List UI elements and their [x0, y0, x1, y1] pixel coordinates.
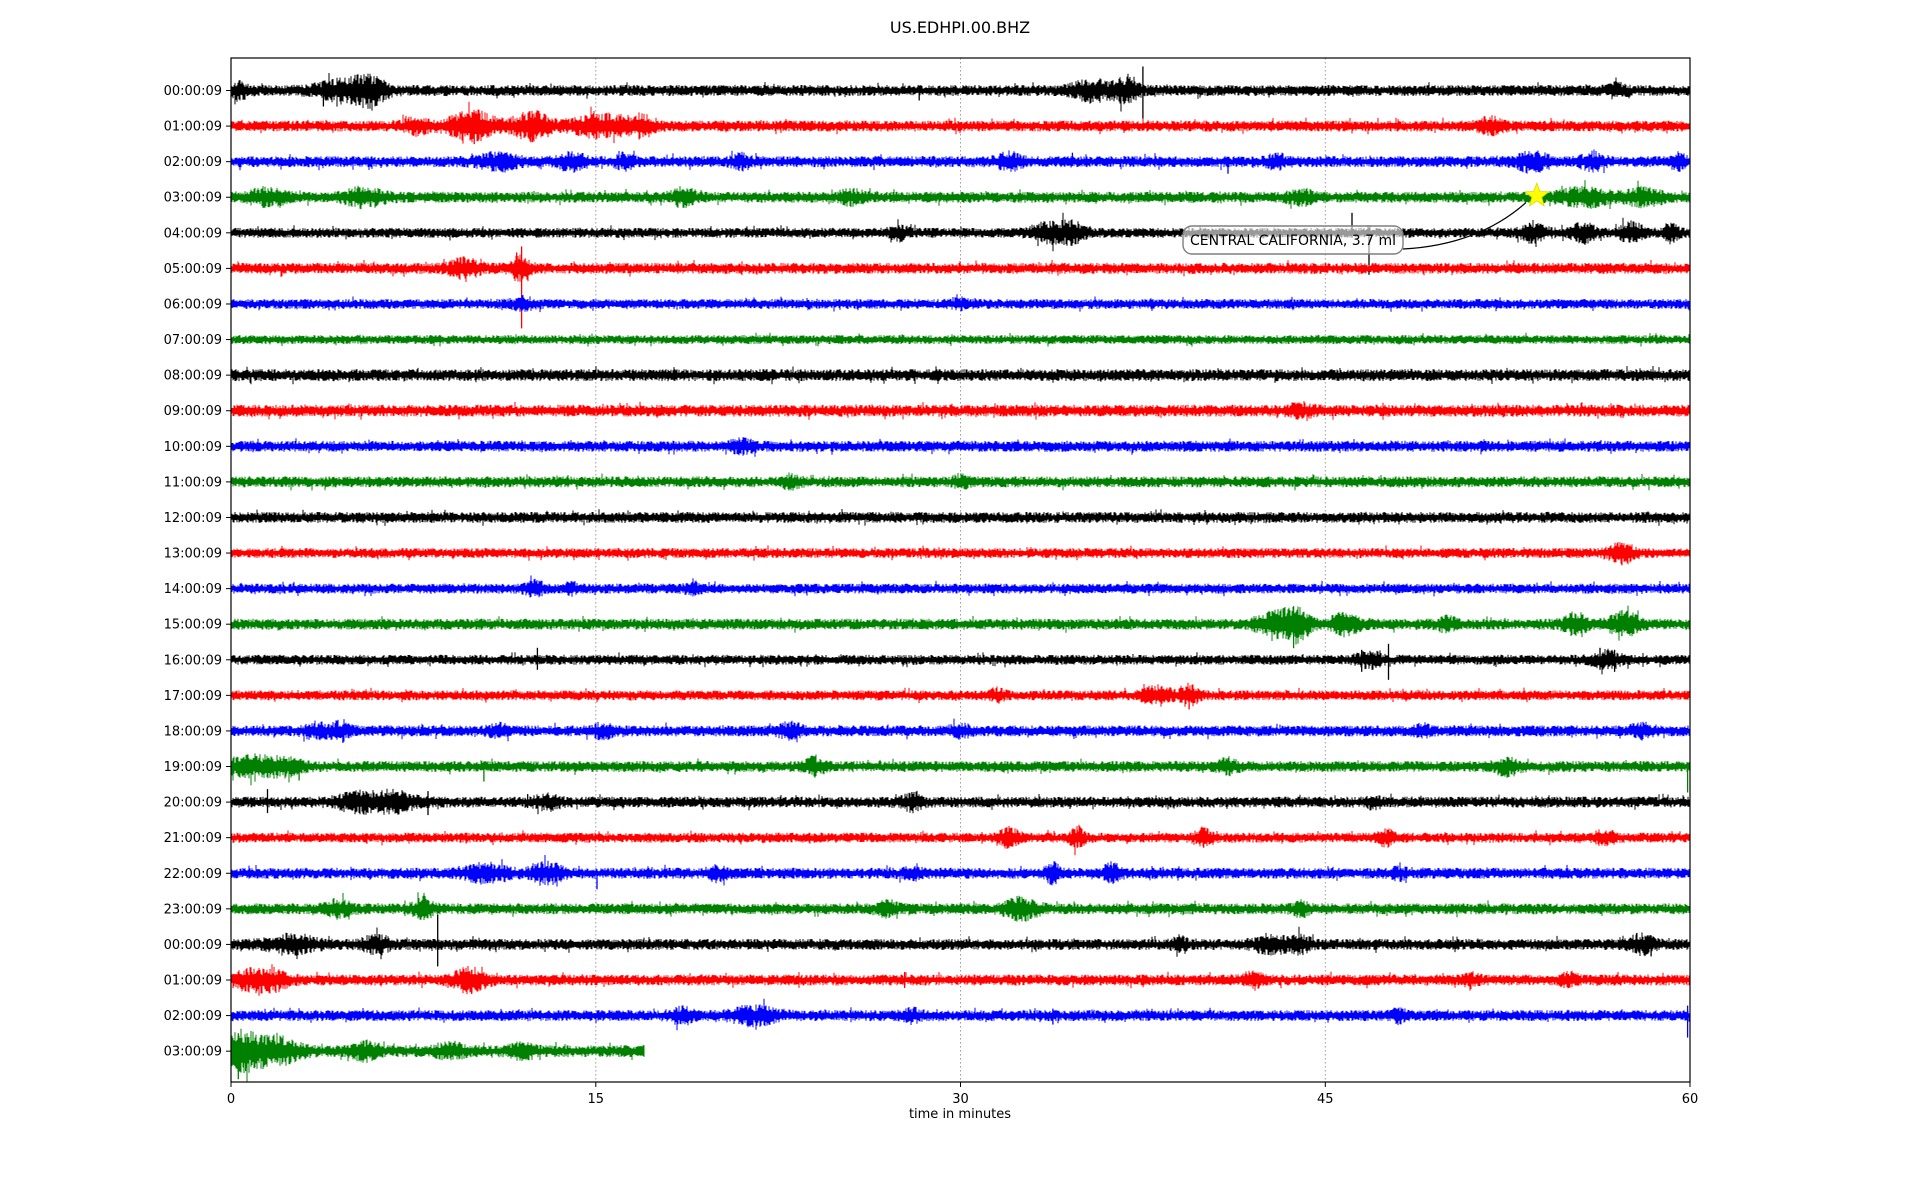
row-time-label: 15:00:09 — [164, 618, 222, 633]
trace-row — [231, 254, 1690, 282]
x-tick-label: 15 — [588, 1092, 605, 1107]
row-time-label: 21:00:09 — [164, 831, 222, 846]
trace-row — [231, 509, 1690, 526]
trace-row — [231, 73, 1690, 112]
row-time-label: 04:00:09 — [164, 226, 222, 241]
trace-rows — [231, 66, 1690, 1082]
event-star-icon — [1523, 182, 1550, 207]
row-time-label: 01:00:09 — [164, 974, 222, 989]
trace-row — [231, 753, 1690, 786]
row-time-label: 18:00:09 — [164, 724, 222, 739]
row-time-label: 22:00:09 — [164, 867, 222, 882]
trace-row — [231, 926, 1690, 960]
x-axis-ticks: 0 15 30 45 60 — [227, 1082, 1698, 1107]
trace-row — [231, 788, 1690, 815]
row-time-label: 03:00:09 — [164, 191, 222, 206]
trace-row — [231, 401, 1690, 421]
row-time-label: 19:00:09 — [164, 760, 222, 775]
annotation-box — [1182, 225, 1404, 255]
row-time-label: 13:00:09 — [164, 547, 222, 562]
row-time-label: 07:00:09 — [164, 333, 222, 348]
trace-row — [231, 294, 1690, 313]
x-tick-label: 0 — [227, 1092, 235, 1107]
gridlines — [595, 58, 1326, 1082]
trace-row — [231, 892, 1690, 922]
row-time-label: 00:00:09 — [164, 938, 222, 953]
x-tick-label: 45 — [1317, 1092, 1334, 1107]
x-tick-label: 60 — [1682, 1092, 1699, 1107]
trace-row — [231, 180, 1690, 210]
row-time-label: 02:00:09 — [164, 1009, 222, 1024]
trace-row — [231, 149, 1690, 174]
plot-title: US.EDHPI.00.BHZ — [890, 18, 1030, 37]
trace-row — [231, 472, 1690, 491]
trace-row — [231, 998, 1690, 1031]
row-time-label: 12:00:09 — [164, 511, 222, 526]
trace-row — [231, 575, 1690, 598]
trace-row — [231, 366, 1690, 385]
event-annotation: CENTRAL CALIFORNIA, 3.7 ml — [1182, 182, 1550, 255]
trace-row — [231, 964, 1690, 996]
row-time-label: 05:00:09 — [164, 262, 222, 277]
annotation-label: CENTRAL CALIFORNIA, 3.7 ml — [1190, 233, 1396, 249]
trace-row — [231, 542, 1690, 566]
row-time-label: 09:00:09 — [164, 404, 222, 419]
row-time-label: 10:00:09 — [164, 440, 222, 455]
row-time-label: 03:00:09 — [164, 1045, 222, 1060]
trace-row — [231, 682, 1690, 707]
row-time-label: 08:00:09 — [164, 369, 222, 384]
row-time-labels: 00:00:09 01:00:09 02:00:09 03:00:09 04:00:09… — [164, 84, 231, 1060]
row-time-label: 14:00:09 — [164, 582, 222, 597]
trace-row — [231, 1028, 645, 1082]
row-time-label: 06:00:09 — [164, 298, 222, 313]
trace-row — [231, 437, 1690, 457]
trace-row — [231, 718, 1690, 743]
trace-row — [231, 855, 1690, 887]
row-time-label: 11:00:09 — [164, 475, 222, 490]
row-time-label: 02:00:09 — [164, 155, 222, 170]
axes-frame — [230, 57, 1691, 1083]
row-time-label: 01:00:09 — [164, 120, 222, 135]
trace-row — [231, 101, 1690, 144]
row-time-label: 23:00:09 — [164, 902, 222, 917]
row-time-label: 17:00:09 — [164, 689, 222, 704]
trace-row — [231, 332, 1690, 347]
x-axis-label: time in minutes — [909, 1107, 1011, 1122]
row-time-label: 00:00:09 — [164, 84, 222, 99]
trace-row — [231, 648, 1690, 675]
annotation-arrow — [1402, 202, 1527, 250]
row-time-label: 20:00:09 — [164, 796, 222, 811]
x-tick-label: 30 — [952, 1092, 969, 1107]
row-time-label: 16:00:09 — [164, 653, 222, 668]
trace-row — [231, 605, 1690, 645]
